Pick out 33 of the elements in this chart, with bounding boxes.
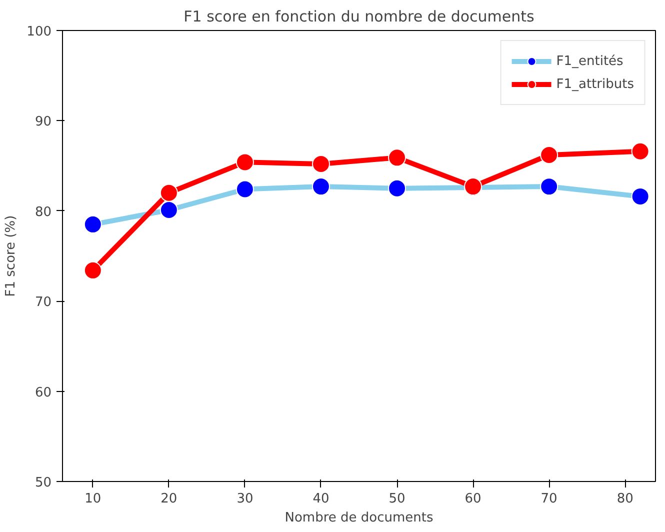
legend-label: F1_entités <box>556 54 624 68</box>
y-tick-label: 60 <box>34 385 52 400</box>
point <box>631 187 650 206</box>
point <box>160 201 178 219</box>
point <box>160 184 178 202</box>
y-tick-label: 50 <box>34 476 52 490</box>
y-tick-label: 70 <box>34 295 52 310</box>
x-axis-title: Nombre de documents <box>284 510 434 526</box>
x-tick-label: 80 <box>616 492 634 506</box>
y-axis-title: F1 score (%) <box>4 215 19 297</box>
point <box>388 179 406 198</box>
legend-label: F1_attributs <box>556 76 634 92</box>
x-tick-label: 20 <box>160 492 178 506</box>
y-tick-label: 90 <box>34 114 52 130</box>
chart-title: F1 score en fonction du nombre de documents <box>184 8 535 26</box>
point <box>236 180 254 198</box>
x-tick-label: 50 <box>388 492 406 506</box>
point <box>312 178 330 196</box>
y-tick-label: 100 <box>26 24 52 40</box>
point <box>631 142 650 160</box>
x-tick-label: 70 <box>540 492 558 506</box>
point <box>84 261 102 280</box>
y-tick-label: 80 <box>34 204 52 220</box>
x-tick-label: 10 <box>84 492 102 506</box>
x-tick-label: 40 <box>312 492 330 506</box>
x-tick-label: 60 <box>464 492 482 506</box>
point <box>540 178 558 196</box>
point <box>84 215 102 234</box>
point <box>388 148 406 167</box>
point <box>312 155 330 173</box>
point <box>540 146 558 164</box>
point <box>236 153 254 172</box>
x-tick-label: 30 <box>236 492 254 506</box>
